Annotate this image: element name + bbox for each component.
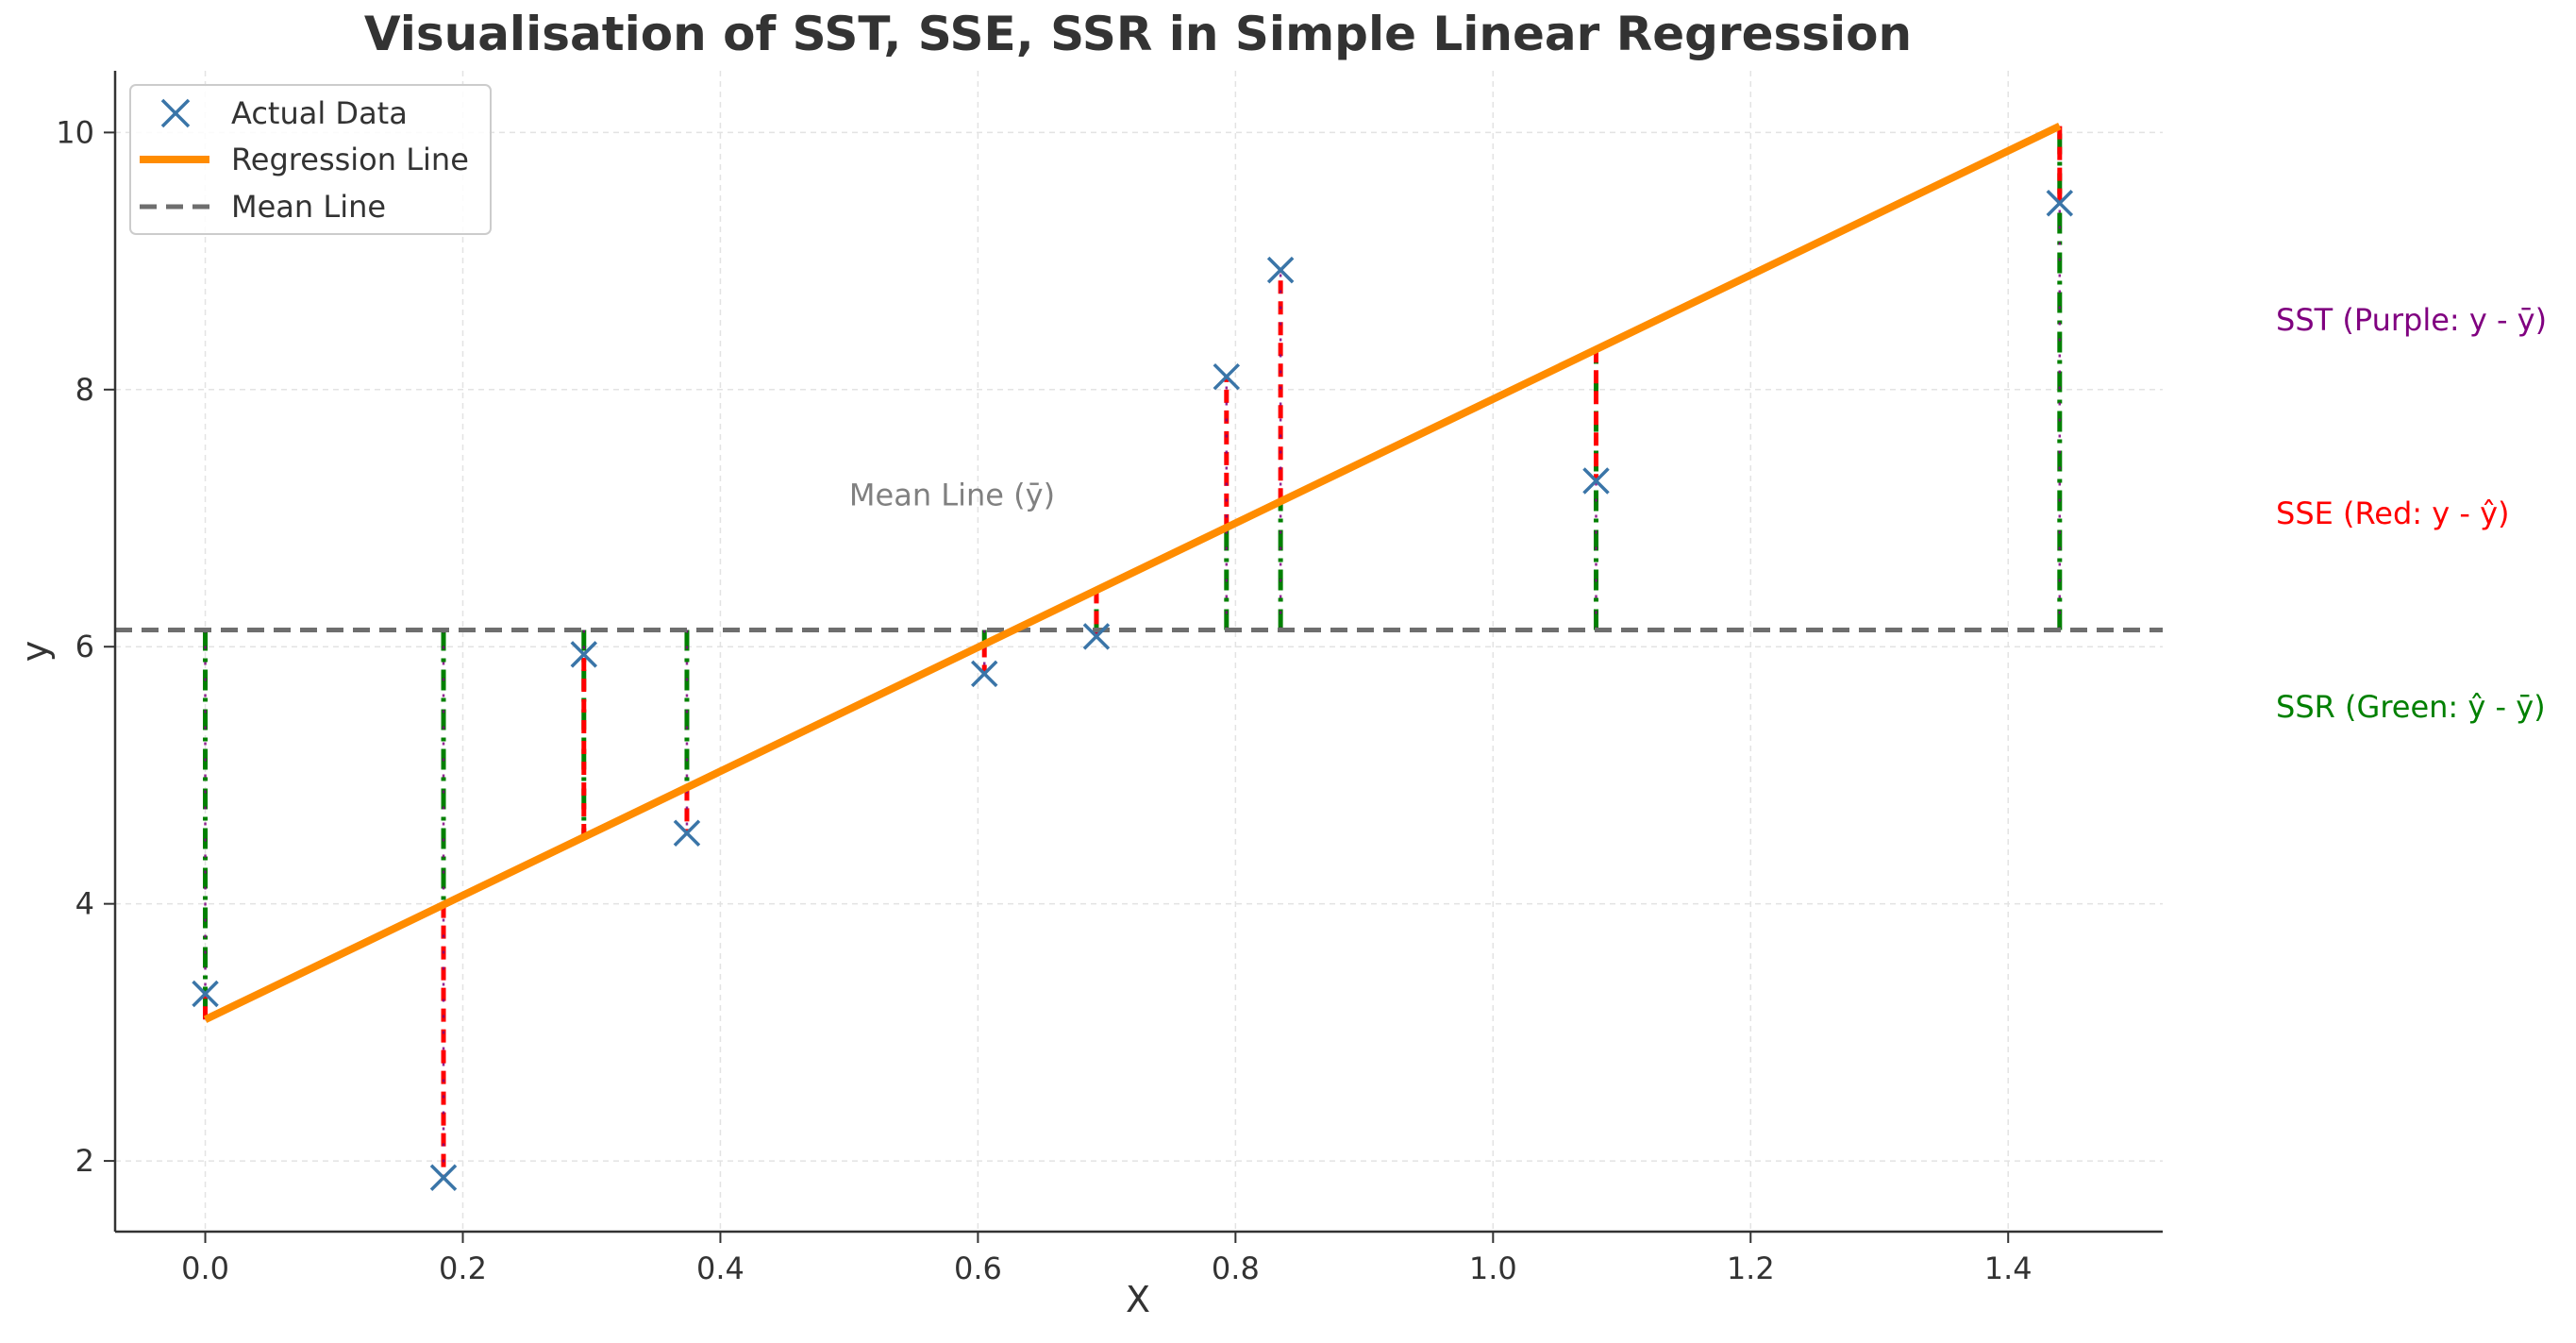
y-axis-label: y xyxy=(14,641,56,663)
data-point-stroke xyxy=(1582,467,1610,495)
legend-label-actual: Actual Data xyxy=(231,95,408,131)
ssr-segments xyxy=(203,126,2063,1020)
y-tick-label: 6 xyxy=(75,629,94,664)
data-point-marker xyxy=(429,1164,458,1192)
sst-annotation: SST (Purple: y - ȳ) xyxy=(2276,302,2547,338)
data-point-marker xyxy=(570,641,598,668)
data-point-marker xyxy=(1213,362,1241,391)
data-point-marker xyxy=(2046,190,2074,217)
y-tick-label: 4 xyxy=(75,886,94,922)
data-point-stroke xyxy=(2046,190,2074,217)
sst-segments xyxy=(204,203,2062,1178)
y-tick-label: 8 xyxy=(75,372,94,408)
data-point-stroke xyxy=(192,980,219,1008)
data-point-marker xyxy=(673,819,701,847)
legend-label-regression: Regression Line xyxy=(231,142,469,177)
sse-annotation: SSE (Red: y - ŷ) xyxy=(2276,495,2510,531)
ssr-annotation: SSR (Green: ŷ - ȳ) xyxy=(2276,689,2546,725)
y-tick-label: 2 xyxy=(75,1143,94,1179)
chart-title: Visualisation of SST, SSE, SSR in Simple… xyxy=(364,7,1912,61)
x-tick-label: 1.0 xyxy=(1469,1251,1517,1286)
data-point-stroke xyxy=(1082,623,1111,650)
data-point-stroke xyxy=(1213,362,1241,391)
regression-line-layer xyxy=(203,122,2062,1023)
data-point-marker xyxy=(1082,623,1111,650)
data-point-marker xyxy=(192,980,219,1008)
data-point-stroke xyxy=(673,819,701,847)
data-point-marker xyxy=(970,660,998,688)
data-point-stroke xyxy=(570,641,598,668)
data-point-marker xyxy=(1582,467,1610,495)
data-points xyxy=(192,190,2074,1192)
tick-layer: 0.0 0.2 0.4 0.6 0.8 1.0 1.2 1.4 2 4 6 8 10 xyxy=(56,114,2032,1286)
regression-line xyxy=(203,122,2062,1023)
x-tick-label: 0.0 xyxy=(181,1251,229,1286)
x-tick-label: 0.6 xyxy=(954,1251,1002,1286)
sse-segments xyxy=(203,126,2063,1178)
x-tick-label: 0.4 xyxy=(696,1251,744,1286)
y-tick-label: 10 xyxy=(56,114,94,150)
data-point-stroke xyxy=(429,1164,458,1192)
x-tick-label: 1.4 xyxy=(1984,1251,2032,1286)
data-point-marker xyxy=(1266,256,1295,284)
legend-label-mean: Mean Line xyxy=(231,189,386,225)
x-axis-label: X xyxy=(1126,1279,1150,1320)
legend-marker-icon xyxy=(160,98,191,128)
data-point-stroke xyxy=(970,660,998,688)
x-tick-label: 0.2 xyxy=(439,1251,487,1286)
x-tick-label: 0.8 xyxy=(1212,1251,1260,1286)
mean-line-annotation: Mean Line (ȳ) xyxy=(849,477,1055,512)
grid-layer xyxy=(115,71,2163,1232)
x-tick-label: 1.2 xyxy=(1727,1251,1775,1286)
data-point-stroke xyxy=(1266,256,1295,284)
legend-box xyxy=(129,84,492,235)
legend: Actual Data Regression Line Mean Line xyxy=(129,84,492,235)
